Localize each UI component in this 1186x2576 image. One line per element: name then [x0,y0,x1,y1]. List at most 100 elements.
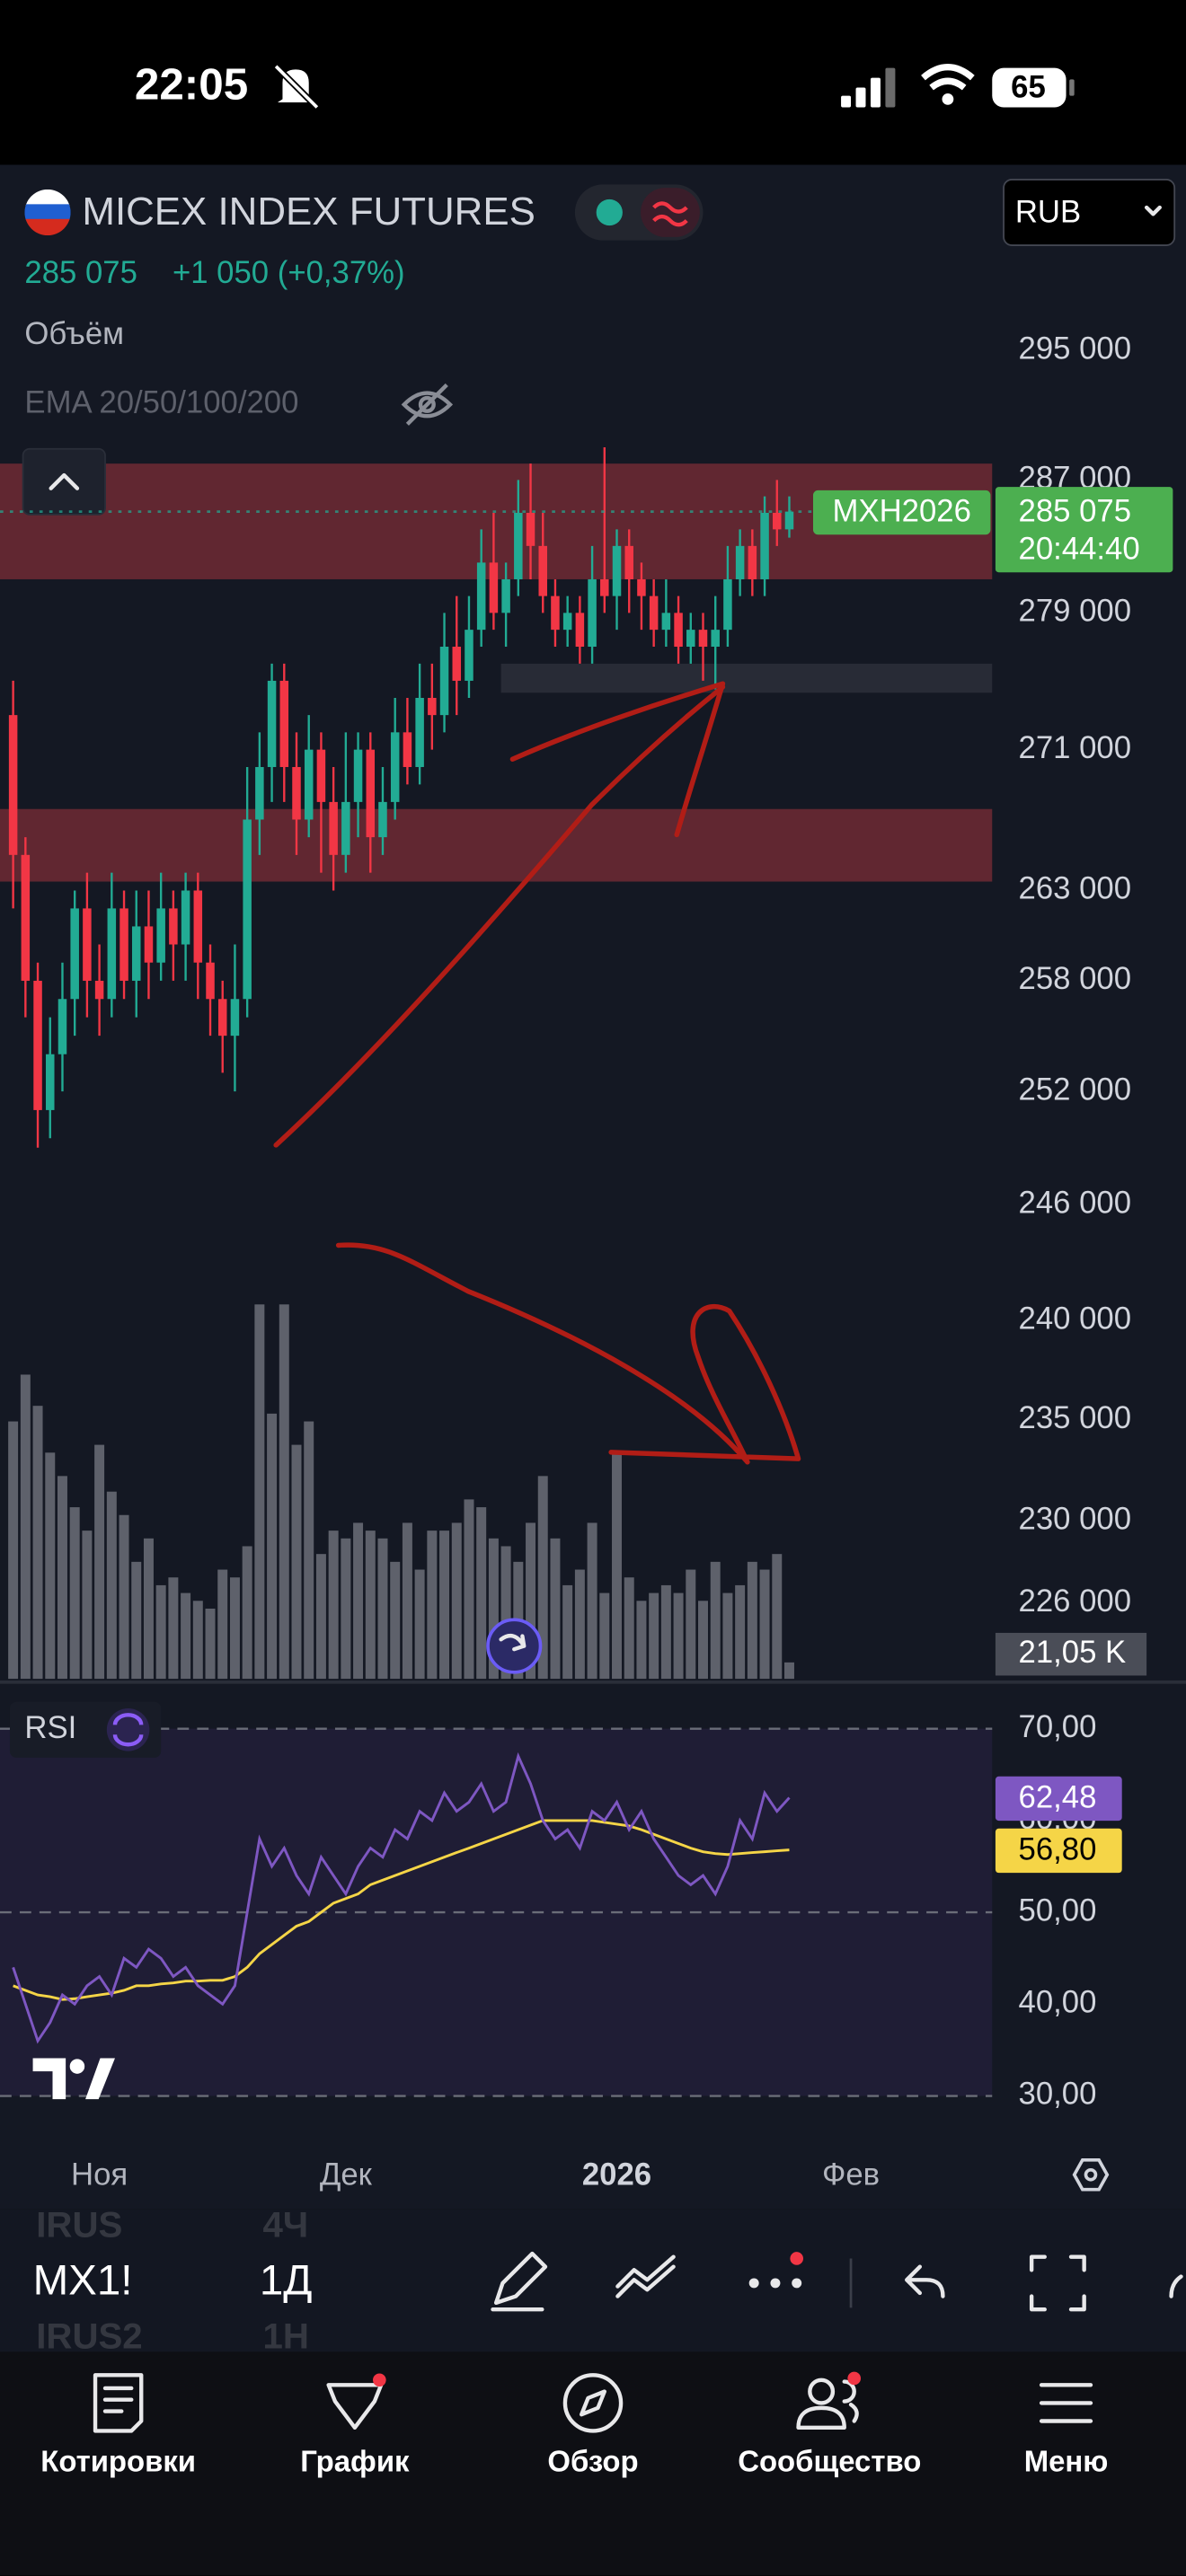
candle-body [514,512,523,579]
volume-bar [747,1561,757,1680]
header-change: +1 050 (+0,37%) [173,256,405,290]
tab[interactable]: Обзор [547,2373,639,2478]
y-tick-label: 252 000 [1019,1072,1132,1107]
candle-body [255,766,264,820]
fullscreen-button[interactable] [1029,2254,1086,2312]
collapse-button[interactable] [22,447,106,516]
candle-body [784,511,794,530]
volume-bar [328,1531,339,1680]
candle-body [107,908,117,1000]
candle-body [698,630,708,648]
candle-body [292,766,301,820]
volume-bar [599,1592,610,1680]
y-tick-label: 279 000 [1019,595,1132,629]
volume-indicator-label: Объём [24,317,124,351]
y-tick-label: 230 000 [1019,1502,1132,1536]
wifi-icon [921,64,975,105]
indicators-tool[interactable] [615,2254,676,2298]
volume-bar [488,1538,499,1680]
candle-body [439,647,449,716]
collapse-chevron [49,472,80,490]
candle-body [217,999,227,1037]
candle-body [489,562,499,613]
toolbar [0,2209,1186,2352]
toolbar-symbol[interactable]: MX1! [33,2256,133,2304]
volume-bar [587,1522,597,1680]
currency-label: RUB [1015,195,1081,229]
toolbar-interval[interactable]: 1Д [260,2256,313,2304]
volume-bar [660,1584,671,1680]
volume-tag-label: 21,05 K [1019,1636,1127,1670]
tab-icon [93,2373,144,2433]
undo-button[interactable] [905,2264,945,2298]
tab[interactable]: Котировки [40,2373,196,2478]
rsi-value-tag [995,1828,1122,1874]
volume-bar [427,1531,438,1680]
candle-body [735,545,745,579]
candle-body [131,926,141,981]
more-tool[interactable] [748,2278,802,2289]
symbol-title: MICEX INDEX FUTURES [82,190,535,234]
volume-bar [686,1569,696,1680]
tab[interactable]: Меню [1024,2383,1109,2478]
candle-body [390,732,400,802]
candle-body [538,545,547,596]
volume-bar [698,1601,708,1680]
candle-body [575,613,585,648]
candle-body [94,980,104,1000]
candle-body [206,962,215,1000]
rsi-tick-label: 40,00 [1019,1985,1097,2019]
volume-bar [94,1444,105,1680]
tab-badge [373,2373,386,2387]
battery-icon [992,67,1067,108]
rsi-tick-label: 70,00 [1019,1710,1097,1744]
tab-badge [847,2371,862,2386]
tab-icon [562,2373,624,2433]
volume-bar [649,1592,659,1680]
rsi-tick-label: 50,00 [1019,1893,1097,1928]
price-zone [0,808,993,882]
rsi-value-label: 62,48 [1019,1781,1097,1815]
volume-bar [20,1374,31,1680]
volume-bar [377,1538,388,1680]
volume-bar [402,1522,412,1680]
candle-body [624,545,633,579]
tab[interactable]: График [300,2373,410,2478]
currency-select[interactable] [1003,179,1176,246]
tab-icon [1039,2383,1093,2423]
rsi-panel [0,1727,993,2097]
volume-bar [722,1592,733,1680]
x-tick-label: 2026 [582,2157,651,2192]
volume-bar [365,1531,376,1680]
rsi-title: RSI [24,1711,76,1745]
volume-bar [304,1421,314,1680]
volume-bar [636,1601,647,1680]
rsi-tick-label: 30,00 [1019,2078,1097,2112]
time-axis: Ноя Дек 2026 Фев [71,2157,880,2192]
candle-body [156,908,165,963]
settings-icon[interactable] [1072,2157,1110,2192]
candle-body [588,578,597,648]
volume-bar [390,1561,401,1680]
tab-label: График [300,2445,410,2478]
replay-button[interactable] [486,1618,543,1674]
volume-bar [439,1531,450,1680]
last-price-tag [995,487,1173,573]
volume-bar [341,1538,351,1680]
draw-tool[interactable] [491,2251,548,2312]
volume-bar [291,1444,302,1680]
volume-bar [464,1499,474,1680]
candle-body [329,801,338,855]
volume-bar [267,1413,278,1680]
last-price-label: 285 075 [1019,495,1132,529]
background-symbol: IRUS [36,2204,122,2245]
volume-bar [526,1522,536,1680]
volume-bar [612,1452,622,1680]
candle-body [649,595,659,631]
y-tick-label: 235 000 [1019,1401,1132,1435]
tab[interactable]: Сообщество [738,2371,921,2478]
delay-badge [641,188,700,237]
volume-bar [192,1601,203,1680]
rsi-line [12,1751,791,2044]
hidden-eye-icon [401,383,454,426]
